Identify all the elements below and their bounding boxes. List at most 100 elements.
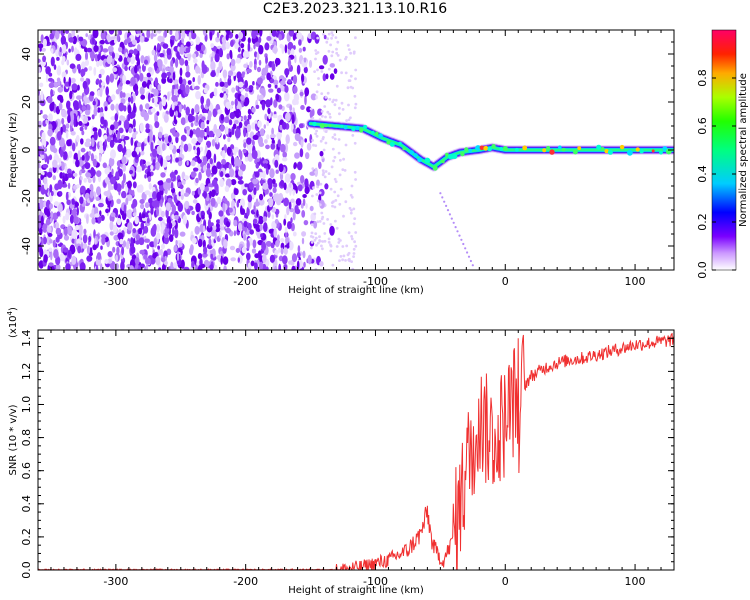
spectrogram-noise-cell	[344, 55, 348, 59]
spectrogram-ridge-peak	[577, 146, 582, 151]
spectrogram-noise-cell	[142, 213, 146, 219]
spectrogram-noise-cell	[169, 154, 173, 164]
spectrogram-noise-cell	[331, 33, 335, 37]
spectrogram-noise-cell	[214, 231, 217, 241]
spectrogram-noise-cell	[255, 104, 260, 109]
spectrogram-noise-cell	[172, 71, 176, 81]
spectrogram-noise-cell	[140, 203, 145, 210]
spectrogram-ridge-peak	[413, 153, 418, 158]
spectrogram-noise-cell	[275, 240, 280, 248]
spectrogram-noise-cell	[74, 224, 80, 231]
spectrogram-noise-cell	[271, 30, 277, 37]
spectrogram-noise-cell	[97, 202, 104, 208]
spectrogram-noise-cell	[174, 88, 179, 96]
x-tick-label: -200	[233, 275, 258, 288]
spectrogram-noise-cell	[133, 48, 138, 56]
spectrogram-noise-cell	[229, 49, 233, 58]
spectrogram-noise-cell	[316, 51, 320, 54]
spectrogram-noise-cell	[212, 225, 217, 231]
spectrogram-noise-cell	[247, 42, 251, 52]
spectrogram-noise-cell	[346, 86, 350, 90]
spectrogram-noise-cell	[301, 237, 305, 245]
spectrogram-noise-cell	[75, 159, 80, 168]
spectrogram-noise-cell	[179, 67, 183, 77]
spectrogram-noise-cell	[292, 211, 296, 221]
spectrogram-noise-cell	[322, 32, 325, 36]
spectrogram-noise-cell	[246, 252, 251, 261]
spectrogram-noise-cell	[240, 94, 245, 101]
spectrogram-noise-cell	[324, 130, 328, 134]
spectrogram-noise-cell	[233, 149, 237, 156]
spectrogram-noise-cell	[199, 146, 204, 152]
spectrogram-noise-cell	[305, 152, 310, 160]
spectrogram-noise-cell	[146, 217, 150, 224]
spectrogram-noise-cell	[209, 249, 215, 254]
spectrogram-noise-cell	[160, 172, 166, 178]
spectrogram-noise-cell	[161, 243, 165, 250]
spectrogram-noise-cell	[277, 234, 280, 241]
spectrogram-noise-cell	[168, 222, 173, 229]
spectrogram-noise-cell	[160, 199, 163, 208]
spectrogram-noise-cell	[203, 246, 208, 255]
spectrogram-noise-cell	[156, 30, 162, 34]
spectrogram-noise-cell	[292, 231, 297, 237]
spectrogram-noise-cell	[274, 57, 281, 66]
spectrogram-ridge-peak	[375, 131, 379, 136]
spectrogram-noise-cell	[311, 194, 314, 198]
spectrogram-noise-cell	[40, 215, 44, 226]
spectrogram-noise-cell	[155, 161, 160, 171]
y-tick-label: 20	[20, 95, 33, 109]
spectrogram-noise-cell	[81, 61, 86, 70]
spectrogram-noise-cell	[316, 220, 320, 224]
spectrogram-noise-cell	[161, 263, 166, 270]
spectrogram-noise-cell	[281, 255, 288, 265]
spectrogram-noise-cell	[38, 105, 41, 111]
spectrogram-noise-cell	[299, 91, 304, 97]
spectrogram-noise-cell	[291, 265, 296, 270]
spectrogram-noise-cell	[246, 123, 252, 133]
spectrogram-noise-cell	[274, 249, 279, 256]
spectrogram-noise-cell	[210, 197, 216, 207]
spectrogram-noise-cell	[192, 81, 195, 90]
spectrogram-tail-cell	[439, 192, 442, 195]
spectrogram-noise-cell	[354, 36, 357, 40]
spectrogram-noise-cell	[303, 261, 306, 268]
spectrogram-noise-cell	[220, 171, 224, 177]
spectrogram-noise-cell	[161, 159, 168, 168]
spectrogram-noise-cell	[43, 254, 48, 263]
spectrogram-noise-cell	[105, 208, 110, 214]
spectrogram-noise-cell	[182, 214, 188, 225]
spectrogram-noise-cell	[83, 67, 88, 72]
spectrogram-noise-cell	[210, 61, 216, 71]
spectrogram-ridge-peak	[432, 165, 438, 171]
spectrogram-noise-cell	[119, 115, 124, 122]
spectrogram-noise-cell	[153, 53, 158, 63]
spectrogram-noise-cell	[317, 108, 323, 116]
spectrogram-noise-cell	[206, 225, 213, 233]
spectrogram-ridge-peak	[371, 130, 375, 135]
spectrogram-noise-cell	[171, 87, 175, 97]
spectrogram-noise-cell	[176, 51, 180, 59]
spectrogram-noise-cell	[163, 235, 169, 245]
spectrogram-noise-cell	[100, 116, 105, 125]
spectrogram-noise-cell	[76, 134, 80, 143]
spectrogram-noise-cell	[79, 126, 84, 132]
spectrogram-noise-cell	[145, 263, 149, 270]
spectrogram-noise-cell	[88, 66, 93, 71]
spectrogram-ridge-peak	[319, 123, 325, 129]
spectrogram-noise-cell	[246, 240, 250, 250]
spectrogram-noise-cell	[177, 112, 182, 118]
spectrogram-noise-cell	[233, 230, 237, 237]
spectrogram-noise-cell	[318, 203, 322, 207]
spectrogram-noise-cell	[132, 212, 137, 217]
spectrogram-noise-cell	[265, 144, 270, 150]
spectrogram-noise-cell	[202, 165, 207, 172]
spectrogram-noise-cell	[66, 139, 72, 147]
spectrogram-noise-cell	[79, 262, 86, 270]
spectrogram-noise-cell	[309, 235, 313, 238]
spectrogram-noise-cell	[38, 235, 41, 245]
spectrogram-noise-cell	[144, 59, 148, 65]
spectrogram-noise-cell	[156, 191, 161, 202]
y-tick-label: 1.2	[20, 363, 33, 381]
spectrogram-noise-cell	[315, 95, 318, 100]
